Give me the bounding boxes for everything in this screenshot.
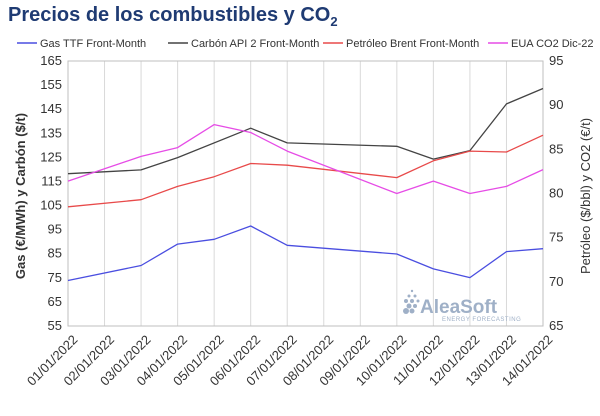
right-tick-label: 65 bbox=[549, 318, 563, 333]
watermark-dot bbox=[404, 299, 408, 303]
plot-area bbox=[67, 60, 544, 327]
legend-label: Petróleo Brent Front-Month bbox=[346, 38, 479, 50]
watermark-dot bbox=[413, 294, 417, 298]
watermark-dot bbox=[410, 299, 414, 303]
right-axis-ticks: 65 70 75 80 85 90 95 bbox=[549, 53, 563, 333]
watermark-dot bbox=[403, 308, 409, 314]
left-axis-title: Gas (€/MWh) y Carbón ($/t) bbox=[13, 113, 28, 279]
left-tick-label: 105 bbox=[40, 198, 62, 213]
watermark-dot bbox=[409, 308, 415, 314]
left-tick-label: 155 bbox=[40, 77, 62, 92]
series-lines bbox=[67, 87, 544, 282]
chart-title-subscript: 2 bbox=[330, 14, 338, 29]
watermark-dot bbox=[416, 299, 420, 303]
watermark-dot bbox=[410, 289, 414, 293]
left-axis-ticks: 55 65 75 85 95 105 115 125 135 145 155 165 bbox=[40, 53, 62, 333]
watermark-brand: AleaSoft bbox=[420, 297, 498, 318]
series-line bbox=[67, 87, 544, 175]
left-tick-label: 65 bbox=[48, 294, 62, 309]
right-tick-label: 70 bbox=[549, 274, 563, 289]
right-axis-title: Petróleo ($/bbl) y CO2 (€/t) bbox=[578, 118, 593, 274]
left-tick-label: 135 bbox=[40, 125, 62, 140]
series-line bbox=[67, 123, 544, 195]
left-tick-label: 125 bbox=[40, 149, 62, 164]
left-tick-label: 145 bbox=[40, 101, 62, 116]
left-tick-label: 75 bbox=[48, 270, 62, 285]
watermark-dot bbox=[406, 303, 412, 309]
legend: Gas TTF Front-Month Carbón API 2 Front-Mo… bbox=[17, 38, 594, 50]
plot-border bbox=[67, 60, 544, 327]
legend-label: Gas TTF Front-Month bbox=[40, 38, 146, 50]
watermark-dot bbox=[407, 294, 411, 298]
left-tick-label: 115 bbox=[41, 173, 62, 188]
series-line bbox=[67, 225, 544, 282]
left-tick-label: 165 bbox=[40, 53, 62, 68]
legend-label: EUA CO2 Dic-22 bbox=[511, 38, 594, 50]
left-tick-label: 85 bbox=[48, 246, 62, 261]
left-tick-label: 95 bbox=[48, 222, 62, 237]
right-tick-label: 95 bbox=[549, 53, 563, 68]
series-line bbox=[67, 134, 544, 208]
left-tick-label: 55 bbox=[48, 318, 62, 333]
watermark-tagline: ENERGY FORECASTING bbox=[442, 317, 521, 323]
right-tick-label: 80 bbox=[549, 186, 563, 201]
right-tick-label: 75 bbox=[549, 230, 563, 245]
legend-label: Carbón API 2 Front-Month bbox=[191, 38, 319, 50]
right-tick-label: 90 bbox=[549, 97, 563, 112]
chart-title: Precios de los combustibles y CO2 bbox=[8, 4, 338, 29]
x-axis-ticks: 01/01/202202/01/202203/01/202204/01/2022… bbox=[24, 332, 556, 389]
watermark-dot bbox=[413, 304, 417, 308]
chart-title-main: Precios de los combustibles y CO bbox=[8, 4, 331, 26]
right-tick-label: 85 bbox=[549, 141, 563, 156]
